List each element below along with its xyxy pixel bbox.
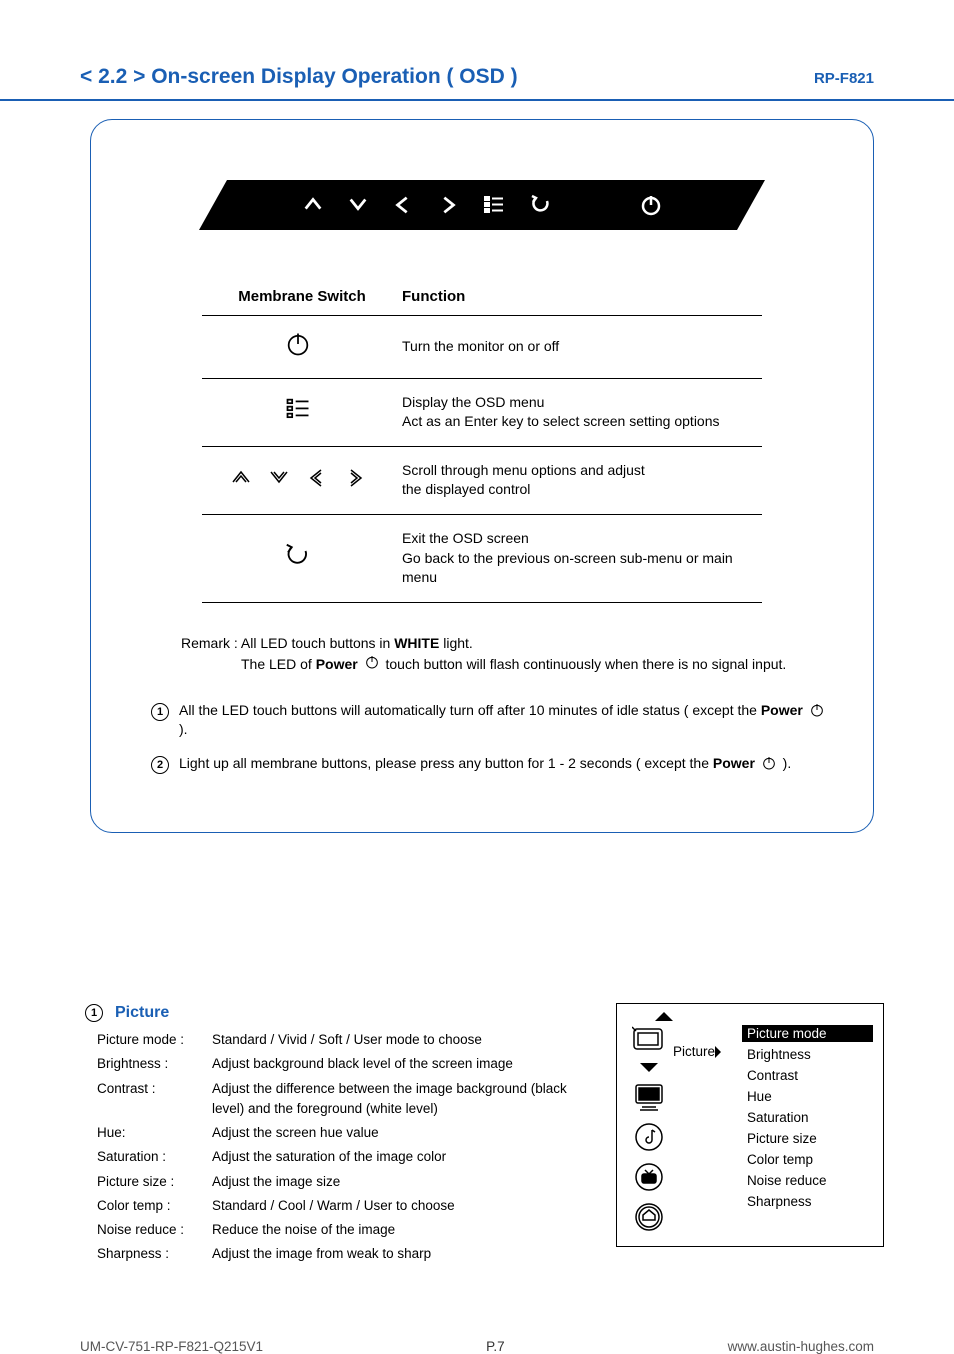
col-membrane: Membrane Switch bbox=[202, 280, 402, 316]
osd-tab-label: Picture bbox=[673, 1044, 715, 1059]
menu-icon bbox=[284, 395, 312, 423]
power-icon bbox=[761, 755, 777, 771]
chevron-right-icon bbox=[715, 1046, 721, 1058]
chevron-down-icon bbox=[640, 1063, 658, 1072]
osd-menu-item: Saturation bbox=[742, 1109, 873, 1126]
osd-menu-item: Sharpness bbox=[742, 1193, 873, 1210]
osd-menu-item: Contrast bbox=[742, 1067, 873, 1084]
picture-section: 1 Picture Picture mode :Standard / Vivid… bbox=[85, 1003, 884, 1269]
table-row: Turn the monitor on or off bbox=[202, 316, 762, 379]
osd-menu-item: Noise reduce bbox=[742, 1172, 873, 1189]
left-icon bbox=[305, 466, 329, 490]
model-number: RP-F821 bbox=[814, 70, 874, 87]
right-icon bbox=[437, 194, 459, 216]
def-row: Color temp :Standard / Cool / Warm / Use… bbox=[97, 1196, 596, 1216]
picture-definitions: Picture mode :Standard / Vivid / Soft / … bbox=[97, 1030, 596, 1265]
osd-menu-item: Picture mode bbox=[742, 1025, 873, 1042]
osd-mockup: Picture Picture mode Brightness Contrast… bbox=[616, 1003, 884, 1247]
fn-text: Act as an Enter key to select screen set… bbox=[402, 413, 720, 429]
right-icon bbox=[343, 466, 367, 490]
osd-menu-item: Hue bbox=[742, 1088, 873, 1105]
back-icon bbox=[283, 541, 313, 571]
osd-menu-item: Brightness bbox=[742, 1046, 873, 1063]
power-icon bbox=[639, 193, 663, 217]
circled-number: 1 bbox=[151, 703, 169, 721]
fn-text: Scroll through menu options and adjust bbox=[402, 462, 645, 478]
remark-block: Remark : All LED touch buttons in WHITE … bbox=[181, 633, 823, 677]
button-strip bbox=[227, 180, 737, 230]
fn-text: Exit the OSD screen bbox=[402, 530, 529, 546]
osd-menu-item: Picture size bbox=[742, 1130, 873, 1147]
fn-text: Go back to the previous on-screen sub-me… bbox=[402, 550, 733, 586]
section-title: < 2.2 > On-screen Display Operation ( OS… bbox=[80, 65, 518, 89]
tv-icon bbox=[634, 1162, 664, 1192]
table-row: Display the OSD menu Act as an Enter key … bbox=[202, 378, 762, 446]
def-row: Hue:Adjust the screen hue value bbox=[97, 1123, 596, 1143]
fn-text: the displayed control bbox=[402, 481, 530, 497]
down-icon bbox=[347, 194, 369, 216]
music-icon bbox=[634, 1122, 664, 1152]
footer-page-num: P.7 bbox=[263, 1339, 728, 1354]
col-function: Function bbox=[402, 280, 762, 316]
note-row: 2 Light up all membrane buttons, please … bbox=[151, 755, 833, 774]
def-row: Contrast :Adjust the difference between … bbox=[97, 1079, 596, 1120]
power-icon bbox=[364, 654, 380, 670]
note-row: 1 All the LED touch buttons will automat… bbox=[151, 702, 833, 737]
left-icon bbox=[392, 194, 414, 216]
osd-menu-item: Color temp bbox=[742, 1151, 873, 1168]
fn-text: Display the OSD menu bbox=[402, 394, 544, 410]
picture-heading: Picture bbox=[115, 1004, 169, 1022]
def-row: Sharpness :Adjust the image from weak to… bbox=[97, 1244, 596, 1264]
circled-number: 2 bbox=[151, 756, 169, 774]
footer-doc-id: UM-CV-751-RP-F821-Q215V1 bbox=[80, 1339, 263, 1354]
osd-operation-panel: Membrane Switch Function Turn the monito… bbox=[90, 119, 874, 833]
monitor-icon bbox=[632, 1082, 666, 1112]
def-row: Picture mode :Standard / Vivid / Soft / … bbox=[97, 1030, 596, 1050]
osd-menu-list: Picture mode Brightness Contrast Hue Sat… bbox=[742, 1025, 873, 1232]
chevron-up-icon bbox=[655, 1012, 673, 1021]
circled-number: 1 bbox=[85, 1004, 103, 1022]
fn-text: Turn the monitor on or off bbox=[402, 338, 559, 354]
page-header: < 2.2 > On-screen Display Operation ( OS… bbox=[0, 0, 954, 101]
power-icon bbox=[284, 330, 312, 358]
up-icon bbox=[229, 466, 253, 490]
back-icon bbox=[529, 193, 553, 217]
footer-url: www.austin-hughes.com bbox=[728, 1339, 874, 1354]
membrane-switch-table: Membrane Switch Function Turn the monito… bbox=[202, 280, 762, 603]
def-row: Noise reduce :Reduce the noise of the im… bbox=[97, 1220, 596, 1240]
power-icon bbox=[809, 702, 825, 718]
table-row: Scroll through menu options and adjust th… bbox=[202, 446, 762, 514]
def-row: Saturation :Adjust the saturation of the… bbox=[97, 1147, 596, 1167]
picture-icon bbox=[632, 1025, 666, 1053]
numbered-notes: 1 All the LED touch buttons will automat… bbox=[151, 702, 833, 774]
def-row: Picture size :Adjust the image size bbox=[97, 1172, 596, 1192]
menu-icon bbox=[482, 193, 506, 217]
up-icon bbox=[302, 194, 324, 216]
home-icon bbox=[634, 1202, 664, 1232]
page-footer: UM-CV-751-RP-F821-Q215V1 P.7 www.austin-… bbox=[0, 1339, 954, 1354]
def-row: Brightness :Adjust background black leve… bbox=[97, 1054, 596, 1074]
down-icon bbox=[267, 466, 291, 490]
table-row: Exit the OSD screen Go back to the previo… bbox=[202, 514, 762, 602]
